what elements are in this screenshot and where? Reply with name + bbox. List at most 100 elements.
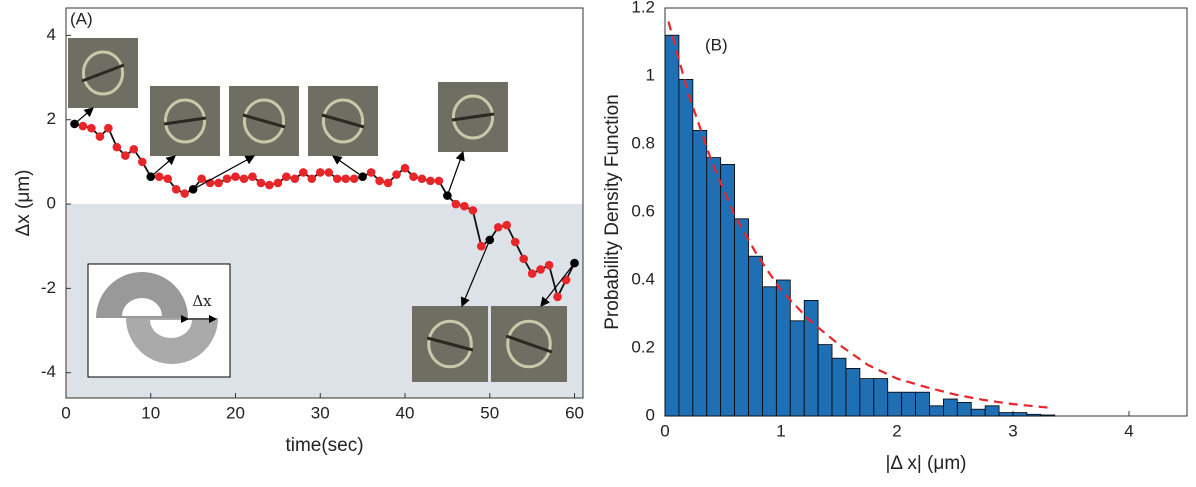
particle (506, 319, 552, 369)
x-tick-label: 60 (565, 403, 584, 422)
data-point (273, 178, 283, 188)
data-point (324, 168, 334, 177)
data-point (222, 174, 232, 184)
particle-edge (426, 336, 474, 352)
data-point (468, 206, 478, 215)
bar (720, 163, 735, 417)
data-point (112, 142, 122, 152)
pointer-arrow (150, 155, 176, 178)
x-tick-label: 3 (1008, 421, 1017, 440)
bar (998, 412, 1014, 417)
y-tick-label: 0.2 (631, 337, 655, 356)
particle (321, 98, 365, 144)
bar (831, 357, 847, 417)
data-point (197, 174, 206, 184)
bar (775, 279, 791, 417)
bar (887, 391, 903, 417)
bar (901, 391, 916, 417)
inset-shape-bottom-hole (150, 320, 192, 338)
data-point (366, 168, 376, 177)
x-tick-label: 0 (660, 421, 669, 440)
bar (943, 398, 958, 417)
x-tick-label: 1 (776, 421, 785, 440)
data-point (87, 123, 96, 133)
pointer-arrow (192, 155, 256, 190)
y-tick-label: 0.4 (631, 269, 655, 288)
particle-edge (451, 112, 495, 122)
data-point (527, 269, 537, 278)
particle (81, 50, 125, 96)
bar (1026, 413, 1042, 417)
bar (748, 255, 763, 417)
y-tick-label: 1 (646, 65, 655, 84)
bar (692, 129, 708, 417)
inset-shape-bottom (126, 318, 218, 364)
pointer-arrow (332, 155, 363, 178)
x-tick-label: 10 (141, 403, 160, 422)
y-tick-label: -2 (41, 278, 56, 297)
data-point (375, 176, 384, 186)
data-point (95, 132, 105, 141)
data-point (409, 172, 418, 181)
data-point (231, 172, 240, 181)
inset-shape-top-hole (122, 298, 162, 316)
inset-shape-top (96, 272, 188, 318)
data-point (121, 151, 130, 160)
panel-b: 0 1 2 3 4 0 0.2 0.4 0.6 0.8 1 1.2 |Δ x| (μm) Probabil… (602, 0, 1188, 474)
data-point (315, 168, 325, 177)
bar (873, 378, 889, 417)
data-point (171, 184, 181, 194)
x-tick-label: 0 (61, 403, 70, 422)
pointer-arrow (74, 107, 94, 125)
data-point (282, 172, 291, 181)
data-point (341, 174, 350, 184)
inset-label: Δx (192, 292, 212, 310)
particle-edge (242, 113, 286, 129)
data-point (163, 174, 173, 184)
y-axis-label: Δx (μm) (13, 170, 34, 237)
bar (762, 286, 777, 417)
bar (915, 391, 930, 417)
bar (664, 34, 680, 417)
particle (242, 98, 286, 144)
particle (163, 98, 207, 144)
y-tick-label: 0 (47, 194, 56, 213)
bar (984, 405, 1000, 417)
plot-frame (65, 7, 584, 399)
data-point (460, 201, 469, 211)
x-axis-label: time(sec) (285, 435, 363, 456)
data-point (400, 163, 410, 173)
data-point (154, 172, 164, 181)
data-point (544, 260, 554, 270)
data-point (299, 168, 308, 177)
x-tick-label: 20 (226, 403, 245, 422)
particle-edge (321, 113, 365, 129)
y-tick-label: 0 (646, 405, 655, 424)
fit-curve (667, 21, 1054, 410)
bar (678, 79, 694, 417)
bar (956, 401, 972, 417)
particle (427, 319, 473, 369)
bar (817, 344, 833, 417)
particle-edge (81, 63, 125, 83)
pointer-arrow (460, 239, 491, 308)
data-point (332, 174, 342, 184)
y-tick-label: 0.8 (631, 133, 655, 152)
data-point (307, 174, 317, 184)
data-point (553, 292, 562, 302)
particle-edge (505, 334, 553, 354)
panel-label: (B) (705, 35, 728, 54)
data-point (383, 178, 393, 188)
data-point (78, 121, 88, 131)
bar (859, 378, 875, 417)
particle-edge (163, 116, 207, 126)
pointer-arrow (540, 262, 575, 307)
panel-label: (A) (70, 9, 93, 28)
data-point (502, 220, 512, 230)
y-tick-label: 1.2 (631, 0, 655, 16)
data-point (214, 178, 223, 188)
y-tick-label: 4 (47, 25, 56, 44)
data-point (536, 265, 545, 274)
